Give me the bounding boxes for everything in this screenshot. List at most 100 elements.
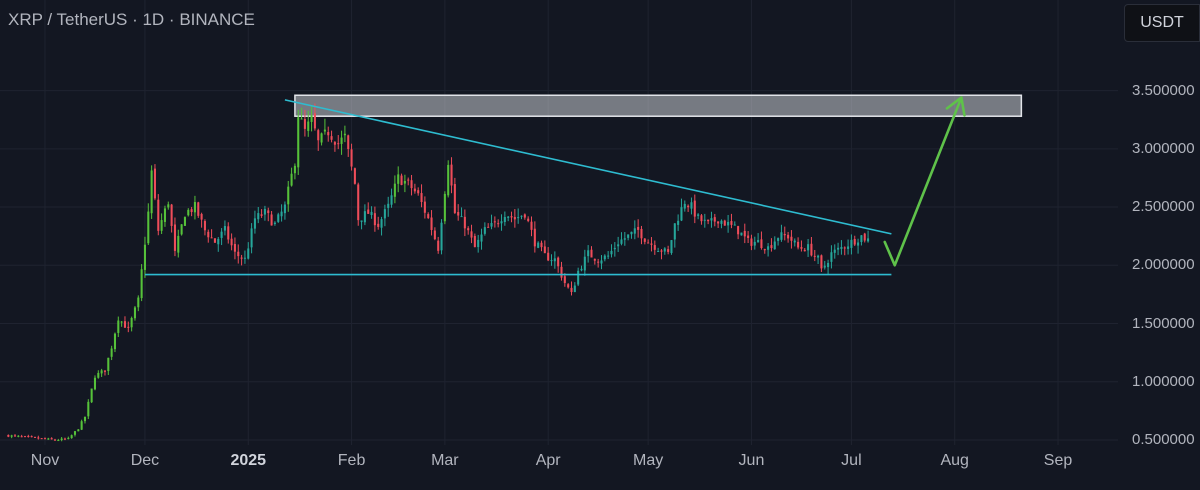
candle-body <box>180 224 183 235</box>
candle-body <box>793 240 796 243</box>
candle-body <box>350 149 353 167</box>
candle-body <box>70 435 73 439</box>
candle-body <box>137 297 140 308</box>
candle-body <box>187 209 190 216</box>
candle-body <box>417 190 420 194</box>
candle-body <box>43 438 47 440</box>
candle-body <box>240 257 243 259</box>
candle-up <box>193 195 196 220</box>
candle-up <box>573 282 576 293</box>
candle-body <box>370 211 373 216</box>
candle-body <box>567 284 570 288</box>
candle-up <box>630 231 633 239</box>
candle-body <box>813 255 816 257</box>
candle-body <box>63 438 67 440</box>
candle-up <box>683 200 686 212</box>
candle-down <box>260 209 263 218</box>
candle-body <box>67 437 70 439</box>
candle-body <box>277 214 280 222</box>
candle-up <box>290 167 293 187</box>
candle-down <box>523 213 526 220</box>
candle-body <box>233 243 236 252</box>
candle-down <box>123 316 126 328</box>
candle-down <box>640 225 643 245</box>
candle-up <box>343 125 346 143</box>
candle-body <box>563 276 566 284</box>
candle-up <box>47 437 50 440</box>
candle-down <box>303 109 306 137</box>
candle-body <box>320 133 323 143</box>
candle-down <box>33 436 37 438</box>
candle-body <box>550 260 553 262</box>
candle-body <box>357 184 360 221</box>
candle-up <box>807 238 810 257</box>
candle-body <box>517 217 520 219</box>
candle-up <box>447 160 450 198</box>
candle-up <box>390 188 393 208</box>
candle-down <box>533 221 536 253</box>
candle-down <box>730 213 733 229</box>
candle-body <box>273 222 276 224</box>
candle-body <box>747 235 750 239</box>
candle-up <box>113 332 117 353</box>
candle-body <box>770 245 773 249</box>
candle-body <box>390 195 393 205</box>
candle-down <box>27 434 30 438</box>
candle-body <box>297 117 300 168</box>
candle-body <box>310 115 313 122</box>
candle-body <box>630 231 633 235</box>
candle-up <box>483 222 486 236</box>
time-tick-label: Feb <box>337 452 366 469</box>
candle-body <box>467 228 470 231</box>
candle-body <box>167 204 170 208</box>
candle-down <box>170 203 173 233</box>
candle-body <box>260 214 263 216</box>
candle-up <box>663 247 666 255</box>
candle-up <box>57 438 60 442</box>
candle-body <box>113 333 117 350</box>
candle-up <box>817 254 820 265</box>
candle-body <box>83 416 87 422</box>
candle-down <box>737 225 740 240</box>
candle-up <box>727 214 730 233</box>
candle-down <box>427 212 430 220</box>
candle-down <box>203 219 206 236</box>
candle-down <box>153 164 156 201</box>
candle-body <box>710 218 713 221</box>
candle-body <box>107 357 110 372</box>
candle-up <box>287 180 290 212</box>
candle-body <box>330 136 333 140</box>
currency-selector[interactable]: USDT <box>1124 4 1200 42</box>
candle-body <box>283 204 286 214</box>
candle-body <box>237 251 240 257</box>
candle-up <box>150 165 153 219</box>
candle-up <box>503 211 506 226</box>
candle-body <box>117 320 120 333</box>
candle-body <box>220 231 223 238</box>
candle-body <box>87 401 90 417</box>
candle-down <box>527 216 530 223</box>
candle-body <box>267 210 270 214</box>
candle-up <box>280 204 283 222</box>
time-tick-label: Sep <box>1043 452 1073 469</box>
candle-down <box>157 194 160 236</box>
candle-body <box>197 202 200 216</box>
candle-down <box>267 207 270 222</box>
candle-down <box>313 103 316 131</box>
annotation-layer-back <box>294 94 1023 117</box>
candle-up <box>220 228 223 246</box>
candle-up <box>167 201 170 210</box>
candle-body <box>757 239 760 243</box>
candle-up <box>387 196 390 217</box>
candle-body <box>860 235 863 243</box>
candle-body <box>203 221 206 231</box>
candle-up <box>823 260 826 270</box>
candle-down <box>40 438 43 440</box>
candle-body <box>153 168 156 199</box>
candle-body <box>300 118 303 120</box>
candle-body <box>93 377 97 390</box>
candle-body <box>90 388 93 403</box>
candle-down <box>813 249 816 262</box>
candle-body <box>533 228 536 247</box>
